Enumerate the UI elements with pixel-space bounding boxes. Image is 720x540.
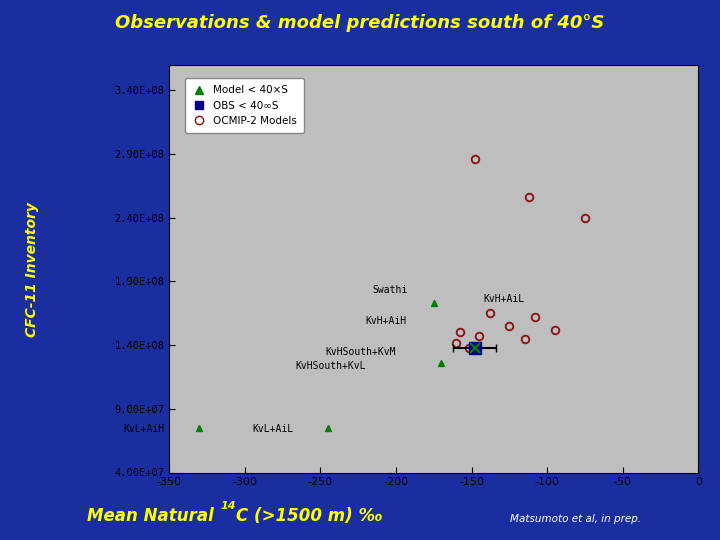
Text: KvH+AiL: KvH+AiL — [483, 294, 525, 305]
Text: Swathi: Swathi — [373, 286, 408, 295]
Text: KvHSouth+KvM: KvHSouth+KvM — [325, 347, 396, 356]
Text: KvL+AiH: KvL+AiH — [124, 424, 165, 434]
Text: Mean Natural: Mean Natural — [87, 507, 220, 525]
Text: 14: 14 — [220, 501, 236, 511]
Text: KvL+AiL: KvL+AiL — [252, 424, 293, 434]
Text: Observations & model predictions south of 40°S: Observations & model predictions south o… — [115, 14, 605, 31]
Text: Matsumoto et al, in prep.: Matsumoto et al, in prep. — [510, 515, 642, 524]
Text: KvHSouth+KvL: KvHSouth+KvL — [295, 361, 366, 370]
Text: C (>1500 m) ‰: C (>1500 m) ‰ — [236, 507, 383, 525]
Text: KvH+AiH: KvH+AiH — [366, 316, 407, 326]
Legend: Model < 40×S, OBS < 40∞S, OCMIP-2 Models: Model < 40×S, OBS < 40∞S, OCMIP-2 Models — [185, 78, 305, 133]
Text: CFC-11 Inventory: CFC-11 Inventory — [25, 202, 40, 338]
